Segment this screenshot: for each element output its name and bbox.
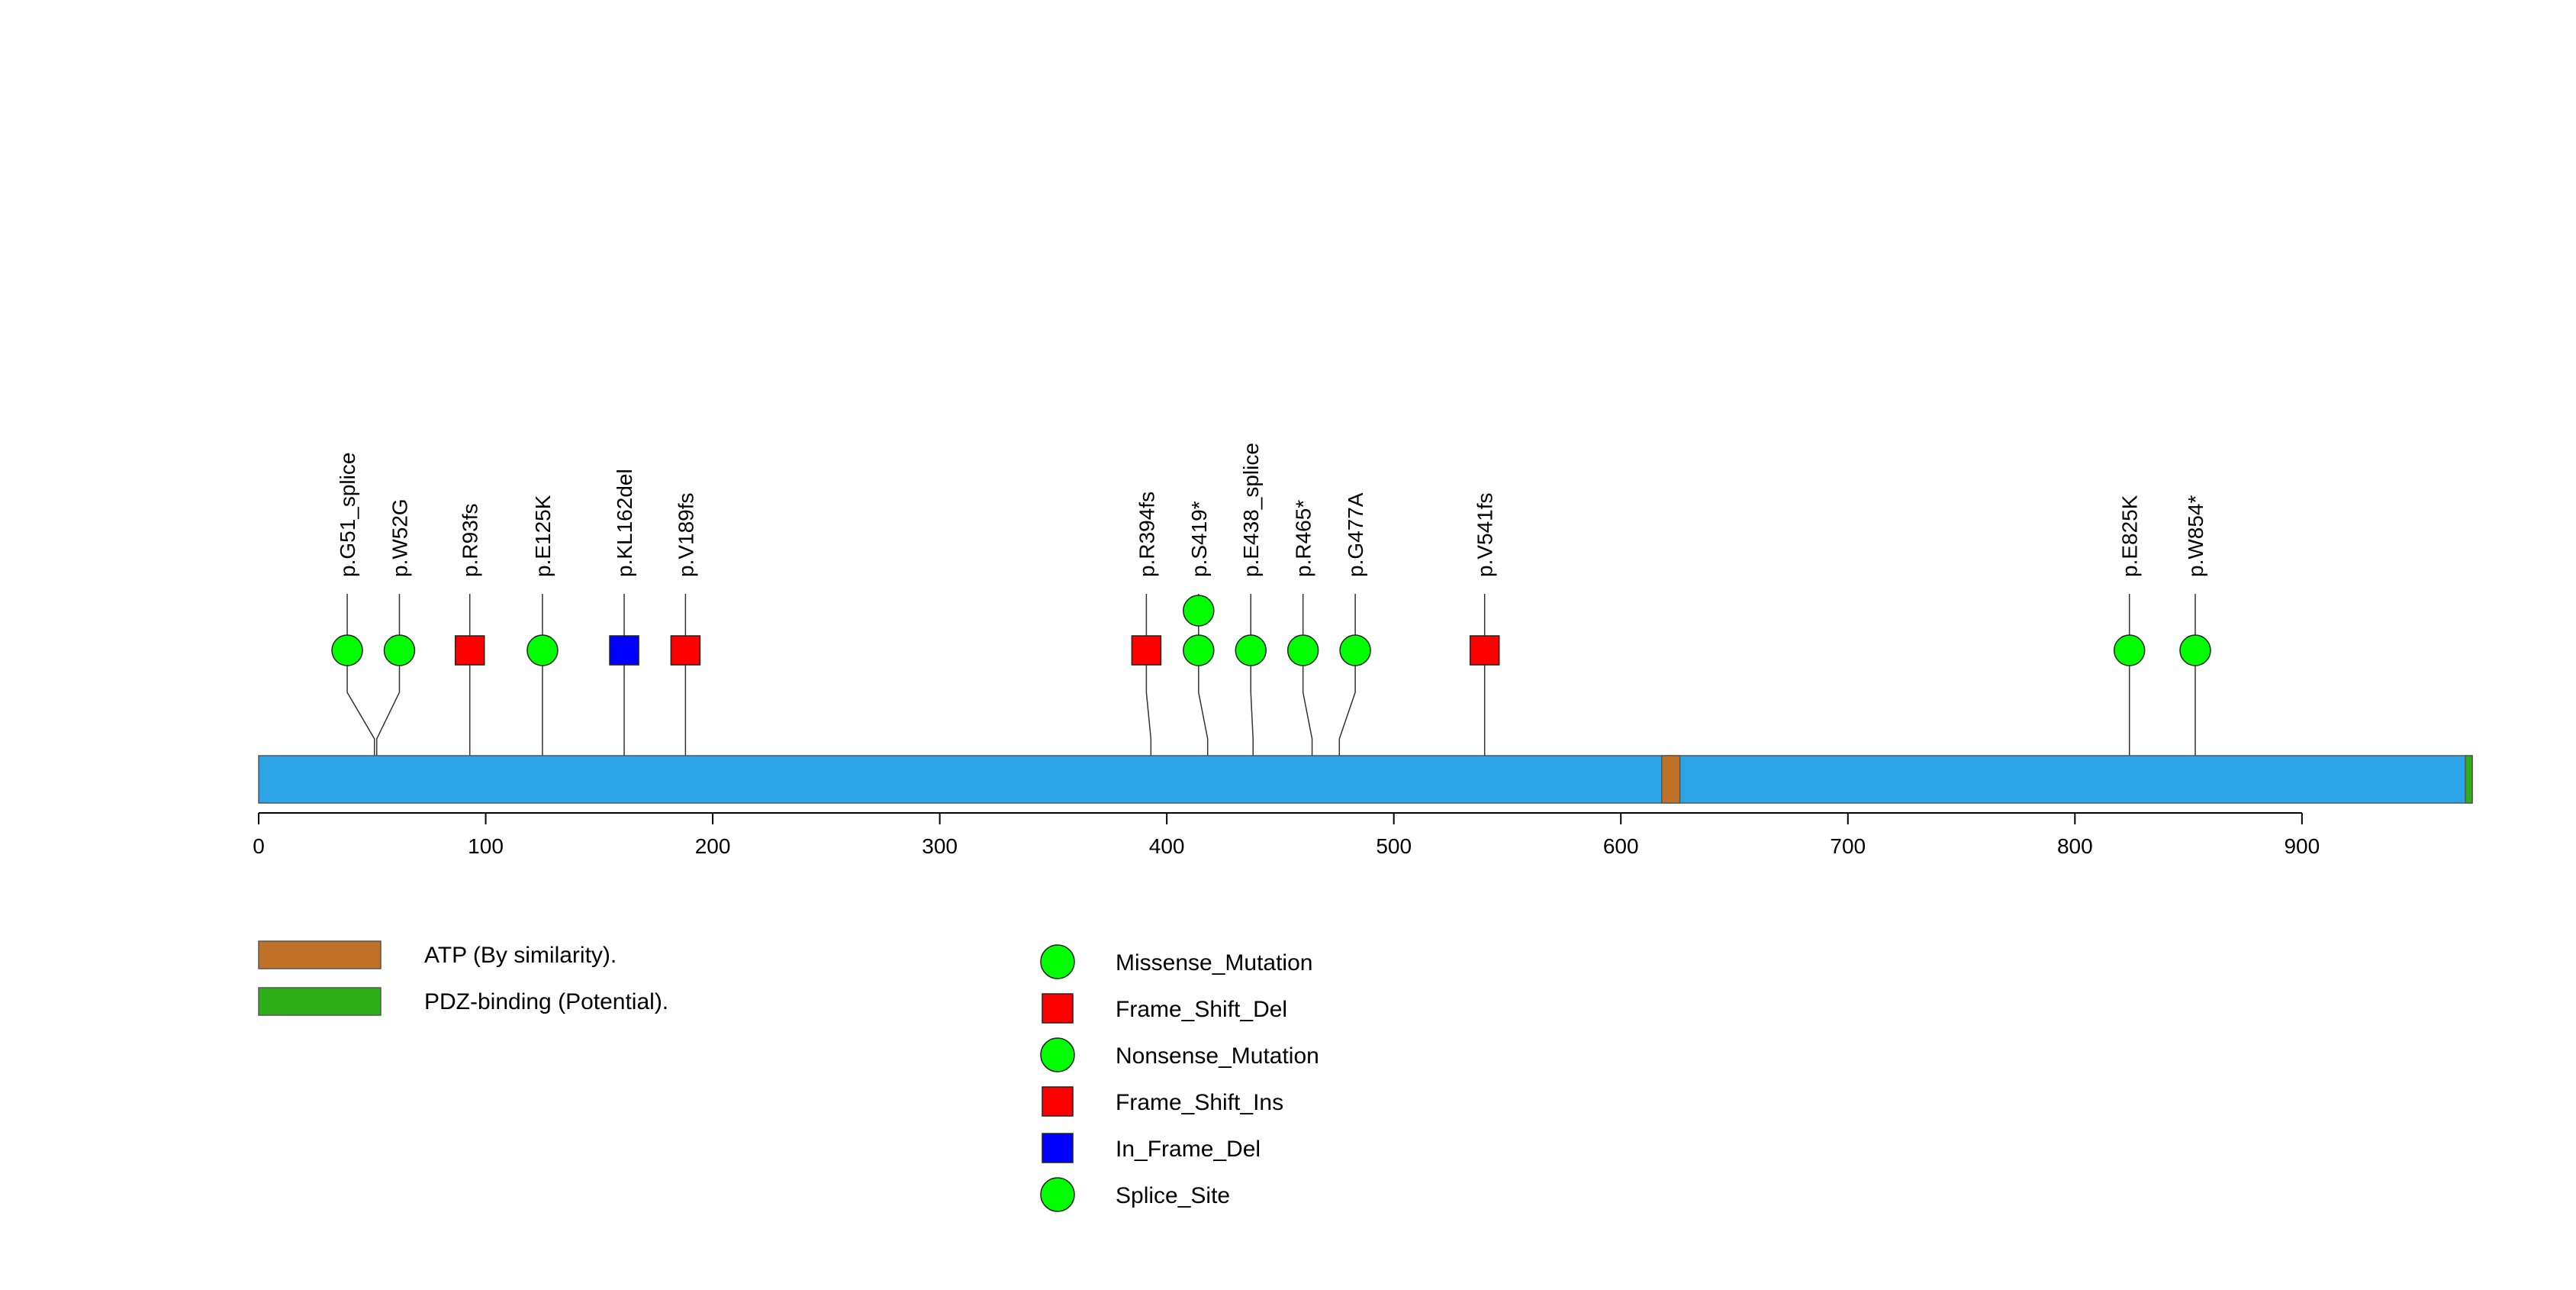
mutation-marker-frame-shift-del [454, 635, 485, 666]
legend-label-atp: ATP (By similarity). [424, 943, 617, 968]
legend-label-in-frame-del: In_Frame_Del [1116, 1137, 1261, 1162]
legend-swatch-pdz [258, 987, 382, 1016]
mutation-label: p.KL162del [613, 469, 636, 577]
axis-tick-label: 400 [1149, 834, 1185, 858]
legend: ATP (By similarity). PDZ-binding (Potenti… [258, 940, 1319, 1212]
legend-marker-in-frame-del [1042, 1133, 1074, 1163]
legend-marker-frame-shift-del [1042, 993, 1074, 1024]
mutation-marker-nonsense-mutation [1183, 634, 1215, 666]
mutation-marker-frame-shift-del [1469, 635, 1500, 666]
axis-tick-label: 300 [922, 834, 958, 858]
legend-marker-nonsense-mutation [1040, 1037, 1075, 1072]
protein-bar [258, 755, 2473, 804]
mutation-marker-missense-mutation [383, 634, 416, 666]
axis-tick-label: 200 [695, 834, 731, 858]
legend-marker-frame-shift-ins [1042, 1086, 1074, 1117]
legend-swatch-atp [258, 940, 382, 969]
mutation-label: p.R93fs [459, 504, 482, 578]
mutation-marker-frame-shift-del [1131, 635, 1162, 666]
mutation-label: p.G51_splice [336, 453, 359, 577]
mutation-label: p.G477A [1344, 492, 1367, 577]
mutation-marker-missense-mutation [2113, 634, 2146, 666]
mutation-marker-in-frame-del [609, 635, 639, 666]
mutation-marker-nonsense-mutation [1183, 595, 1215, 627]
mutation-marker-nonsense-mutation [1286, 634, 1319, 666]
legend-label-frame-shift-del: Frame_Shift_Del [1116, 997, 1287, 1022]
mutation-marker-missense-mutation [526, 634, 559, 666]
domain-atp [1661, 755, 1681, 804]
axis-tick-label: 800 [2057, 834, 2093, 858]
axis-tick-label: 0 [253, 834, 265, 858]
domain-pdz [2465, 755, 2473, 804]
legend-label-splice-site: Splice_Site [1116, 1183, 1230, 1208]
axis-tick-label: 900 [2284, 834, 2320, 858]
mutation-marker-splice-site [331, 634, 363, 666]
mutation-label: p.R394fs [1135, 492, 1158, 577]
legend-label-frame-shift-ins: Frame_Shift_Ins [1116, 1090, 1283, 1115]
mutation-label: p.V189fs [674, 492, 697, 577]
legend-label-pdz: PDZ-binding (Potential). [424, 989, 668, 1014]
legend-marker-splice-site [1040, 1177, 1075, 1212]
mutation-marker-nonsense-mutation [2179, 634, 2211, 666]
axis-tick-label: 500 [1376, 834, 1412, 858]
mutation-label: p.W854* [2184, 495, 2207, 577]
mutation-labels: p.G51_splice p.W52G p.R93fs p.E125K p.KL162d… [336, 443, 2207, 577]
mutation-label: p.E825K [2118, 495, 2142, 577]
axis-tick-label: 700 [1830, 834, 1866, 858]
legend-label-nonsense-mutation: Nonsense_Mutation [1116, 1043, 1319, 1069]
mutation-label: p.E125K [531, 495, 555, 577]
mutation-label: p.V541fs [1473, 492, 1497, 577]
axis-tick-label: 100 [468, 834, 504, 858]
legend-marker-missense-mutation [1040, 944, 1075, 979]
mutation-label: p.R465* [1292, 500, 1315, 577]
mutation-label: p.W52G [388, 498, 411, 577]
mutation-marker-frame-shift-del [670, 635, 701, 666]
mutation-label: p.S419* [1187, 501, 1211, 577]
mutation-marker-missense-mutation [1339, 634, 1371, 666]
legend-label-missense-mutation: Missense_Mutation [1116, 950, 1312, 976]
axis-tick-label: 600 [1603, 834, 1639, 858]
mutation-marker-splice-site [1235, 634, 1267, 666]
mutation-markers [331, 595, 2211, 666]
position-axis: 0 100 200 300 400 500 600 700 800 900 [253, 812, 2320, 858]
mutation-label: p.E438_splice [1239, 443, 1263, 577]
protein-track [258, 755, 2473, 804]
